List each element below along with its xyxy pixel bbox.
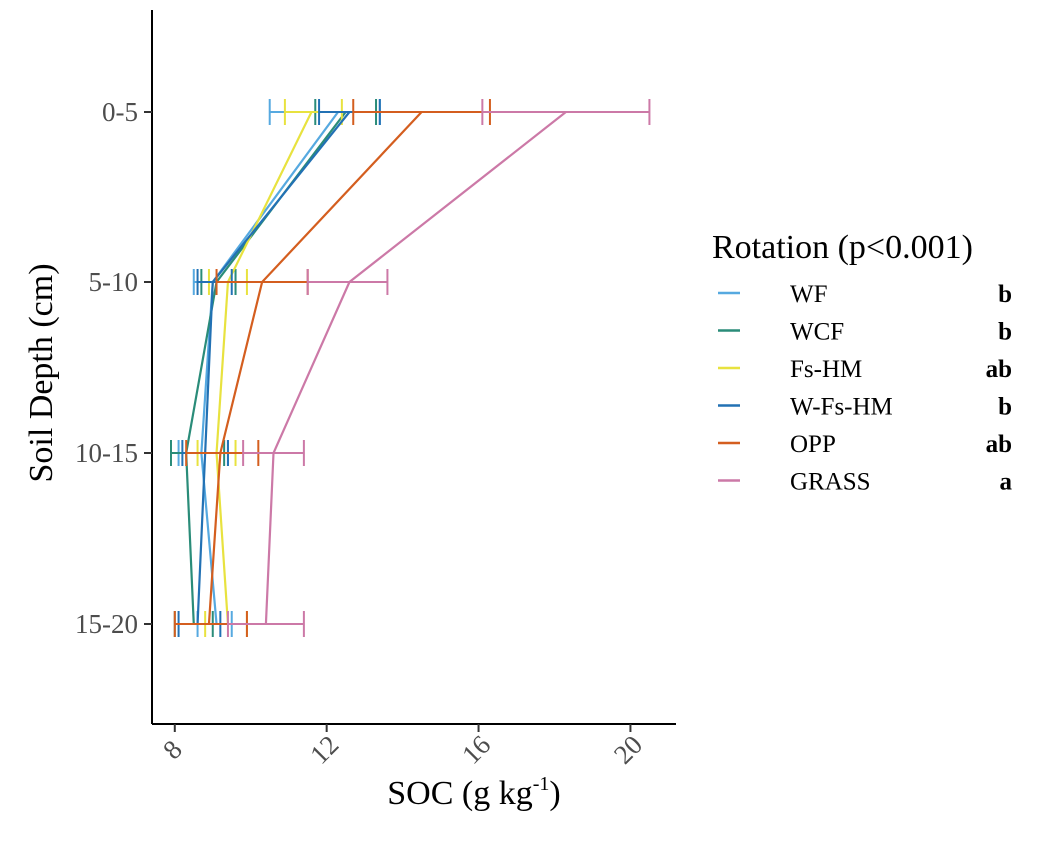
- legend-significance: ab: [986, 356, 1012, 383]
- series-line: [207, 111, 423, 625]
- legend-item-wf: WF b: [718, 281, 1012, 308]
- legend-significance: b: [998, 319, 1012, 346]
- legend-significance: b: [998, 394, 1012, 421]
- x-axis-title-main: SOC (g kg: [387, 775, 532, 812]
- legend-title: Rotation (p<0.001): [712, 229, 973, 266]
- legend-significance: a: [1000, 469, 1013, 496]
- legend-item-w-fs-hm: W-Fs-HM b: [718, 394, 1012, 421]
- x-axis-title: SOC (g kg-1): [387, 773, 560, 812]
- series-grass: [226, 99, 651, 637]
- legend-label: WCF: [790, 319, 844, 346]
- legend-significance: ab: [986, 431, 1012, 458]
- y-tick-label: 15-20: [75, 609, 138, 639]
- x-tick-label: 8: [157, 734, 188, 765]
- x-tick-label: 12: [304, 729, 344, 769]
- legend-item-opp: OPP ab: [718, 431, 1012, 458]
- x-tick-label: 20: [608, 729, 648, 769]
- series-fs-hm: [196, 99, 343, 637]
- x-axis-title-suffix: ): [549, 775, 560, 812]
- y-tick-label: 10-15: [75, 438, 138, 468]
- series-line: [200, 111, 339, 625]
- series-line: [264, 111, 567, 625]
- legend-items: WF b WCF b Fs-HM ab W-Fs-HM b OPP ab GRASS a: [718, 281, 1013, 496]
- y-tick-label: 0-5: [102, 97, 138, 127]
- x-ticks: 8 12 16 20: [157, 724, 648, 770]
- y-ticks: 0-5 5-10 10-15 15-20: [75, 97, 152, 639]
- legend-label: WF: [790, 281, 828, 308]
- legend-item-grass: GRASS a: [718, 469, 1013, 496]
- legend-significance: b: [998, 281, 1012, 308]
- legend-item-fs-hm: Fs-HM ab: [718, 356, 1012, 383]
- legend-label: W-Fs-HM: [790, 394, 893, 421]
- series-line: [196, 111, 351, 625]
- legend-item-wcf: WCF b: [718, 319, 1012, 346]
- series-wcf: [169, 99, 378, 637]
- plot-area: [169, 99, 651, 637]
- series-line: [215, 111, 313, 625]
- axes: 0-5 5-10 10-15 15-20 8 12 16 20: [75, 10, 676, 770]
- legend-label: Fs-HM: [790, 356, 862, 383]
- series-opp: [173, 99, 491, 637]
- y-tick-label: 5-10: [89, 267, 139, 297]
- legend-label: OPP: [790, 431, 836, 458]
- legend-label: GRASS: [790, 469, 871, 496]
- x-tick-label: 16: [456, 729, 496, 769]
- y-axis-title: Soil Depth (cm): [23, 263, 60, 482]
- x-axis-title-superscript: -1: [533, 773, 550, 795]
